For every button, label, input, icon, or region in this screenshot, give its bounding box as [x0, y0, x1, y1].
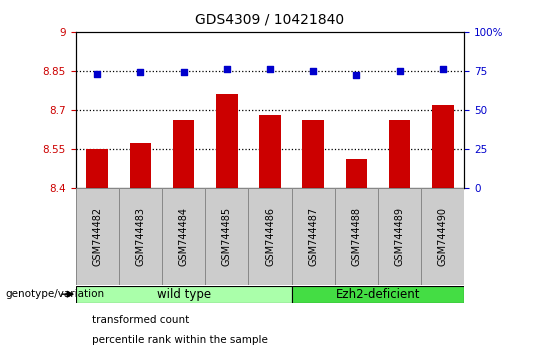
Text: GDS4309 / 10421840: GDS4309 / 10421840: [195, 12, 345, 27]
Text: GSM744486: GSM744486: [265, 207, 275, 266]
Text: GSM744488: GSM744488: [352, 207, 361, 266]
Point: [93, 71, 102, 77]
Bar: [378, 188, 421, 285]
Bar: [432, 104, 454, 188]
Bar: [421, 188, 464, 285]
Bar: [302, 120, 324, 188]
Point: [136, 69, 145, 75]
Text: GSM744489: GSM744489: [395, 207, 404, 266]
Bar: [259, 115, 281, 188]
Bar: [162, 188, 205, 285]
Bar: [346, 159, 367, 188]
Point: [309, 68, 318, 74]
Text: GSM744490: GSM744490: [438, 207, 448, 266]
Bar: [205, 188, 248, 285]
Text: percentile rank within the sample: percentile rank within the sample: [92, 335, 268, 345]
Bar: [86, 149, 108, 188]
Bar: [173, 120, 194, 188]
Text: GSM744482: GSM744482: [92, 207, 102, 266]
Bar: [335, 188, 378, 285]
Text: GSM744484: GSM744484: [179, 207, 188, 266]
Bar: [216, 94, 238, 188]
Text: GSM744483: GSM744483: [136, 207, 145, 266]
Bar: [76, 188, 119, 285]
Point: [179, 69, 188, 75]
Point: [352, 73, 361, 78]
Bar: [248, 188, 292, 285]
Bar: [292, 188, 335, 285]
Text: GSM744485: GSM744485: [222, 207, 232, 266]
Bar: [130, 143, 151, 188]
Point: [222, 67, 231, 72]
Point: [266, 67, 274, 72]
Bar: [76, 286, 292, 303]
Bar: [389, 120, 410, 188]
Text: wild type: wild type: [157, 288, 211, 301]
Text: GSM744487: GSM744487: [308, 207, 318, 266]
Point: [438, 67, 447, 72]
Bar: [292, 286, 464, 303]
Text: genotype/variation: genotype/variation: [5, 289, 105, 299]
Text: Ezh2-deficient: Ezh2-deficient: [336, 288, 420, 301]
Text: transformed count: transformed count: [92, 315, 189, 325]
Point: [395, 68, 404, 74]
Bar: [119, 188, 162, 285]
